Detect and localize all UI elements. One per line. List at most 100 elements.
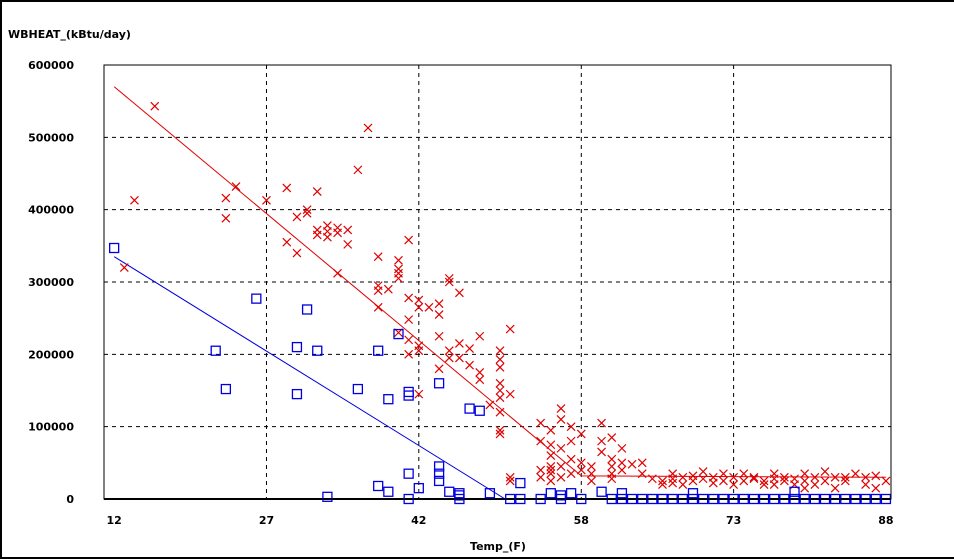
x-marker-point bbox=[495, 393, 505, 403]
x-marker-point bbox=[434, 364, 444, 374]
x-marker-point bbox=[485, 400, 495, 410]
square-marker-point bbox=[403, 468, 414, 479]
square-marker-point bbox=[789, 486, 800, 497]
x-marker-point bbox=[698, 467, 708, 476]
x-marker-point bbox=[739, 469, 749, 479]
x-marker-point bbox=[475, 367, 485, 377]
x-marker-point bbox=[505, 324, 515, 334]
x-marker-point bbox=[454, 288, 464, 298]
x-marker-point bbox=[343, 239, 353, 249]
x-marker-point bbox=[536, 418, 546, 428]
square-marker-point bbox=[545, 488, 556, 499]
x-marker-point bbox=[373, 252, 383, 262]
x-marker-point bbox=[373, 302, 383, 312]
x-marker-point bbox=[759, 476, 769, 486]
y-tick-label: 500000 bbox=[28, 131, 74, 144]
x-marker-point bbox=[820, 467, 830, 476]
x-marker-point bbox=[871, 471, 881, 481]
x-marker-point bbox=[394, 273, 403, 283]
x-marker-point bbox=[637, 458, 647, 468]
x-marker-point bbox=[830, 472, 840, 482]
square-marker-point bbox=[220, 383, 232, 395]
x-marker-point bbox=[536, 436, 546, 446]
y-tick-label: 400000 bbox=[28, 204, 74, 217]
x-marker-point bbox=[617, 465, 627, 475]
x-marker-point bbox=[556, 472, 566, 482]
square-marker-point bbox=[373, 345, 384, 356]
x-marker-point bbox=[729, 472, 739, 482]
square-marker-point bbox=[291, 341, 303, 353]
x-marker-point bbox=[312, 225, 322, 235]
x-marker-point bbox=[505, 389, 515, 399]
x-marker-point bbox=[881, 476, 891, 486]
x-marker-point bbox=[292, 212, 302, 222]
x-marker-point bbox=[587, 462, 596, 471]
square-marker-point bbox=[444, 486, 455, 497]
x-marker-point bbox=[465, 360, 474, 370]
x-marker-point bbox=[566, 422, 576, 432]
x-marker-point bbox=[282, 237, 292, 247]
x-marker-point bbox=[820, 476, 830, 486]
x-marker-point bbox=[830, 483, 840, 493]
x-marker-point bbox=[333, 268, 342, 278]
x-marker-point bbox=[556, 404, 566, 414]
x-marker-point bbox=[861, 472, 871, 482]
x-marker-point bbox=[840, 472, 850, 482]
x-marker-point bbox=[404, 349, 414, 359]
x-marker-point bbox=[536, 465, 546, 475]
square-marker-point bbox=[393, 328, 404, 340]
square-marker-point bbox=[474, 405, 485, 416]
x-marker-point bbox=[262, 195, 271, 205]
x-marker-point bbox=[779, 472, 789, 482]
x-tick-label: 88 bbox=[878, 514, 893, 527]
x-marker-point bbox=[607, 433, 617, 442]
y-tick-label: 100000 bbox=[28, 421, 74, 434]
y-axis-label: WBHEAT_(kBtu/day) bbox=[8, 28, 131, 41]
x-marker-point bbox=[698, 474, 708, 484]
x-marker-point bbox=[576, 465, 586, 475]
x-marker-point bbox=[414, 341, 424, 351]
square-marker-point bbox=[413, 482, 424, 494]
x-marker-point bbox=[658, 480, 667, 489]
square-marker-point bbox=[687, 488, 699, 499]
square-marker-point bbox=[109, 242, 120, 254]
x-marker-point bbox=[658, 476, 667, 486]
x-marker-point bbox=[617, 458, 627, 468]
x-marker-point bbox=[505, 476, 515, 486]
square-marker-point bbox=[454, 488, 465, 499]
x-marker-point bbox=[597, 418, 607, 428]
x-marker-point bbox=[221, 213, 231, 223]
x-marker-point bbox=[495, 378, 505, 388]
square-marker-point bbox=[291, 388, 303, 400]
square-marker-point bbox=[403, 390, 414, 401]
x-marker-point bbox=[566, 469, 576, 479]
data-points bbox=[109, 101, 892, 505]
x-marker-point bbox=[465, 344, 474, 353]
x-marker-point bbox=[454, 353, 464, 363]
tick-labels: 0 100000 200000 300000 400000 500000 600000 12 2… bbox=[28, 59, 894, 527]
x-marker-point bbox=[556, 462, 566, 471]
x-marker-point bbox=[383, 284, 393, 294]
y-tick-label: 200000 bbox=[28, 348, 74, 361]
square-marker-point bbox=[565, 488, 577, 499]
x-tick-label: 58 bbox=[574, 514, 589, 527]
x-marker-point bbox=[333, 223, 342, 233]
x-marker-point bbox=[668, 474, 678, 484]
x-tick-label: 12 bbox=[106, 514, 121, 527]
x-marker-point bbox=[556, 415, 566, 424]
x-marker-point bbox=[414, 295, 424, 305]
x-marker-point bbox=[861, 480, 871, 489]
x-tick-label: 73 bbox=[726, 514, 741, 527]
x-marker-point bbox=[678, 480, 688, 489]
fit-line bbox=[113, 256, 886, 500]
x-marker-point bbox=[800, 469, 810, 479]
x-marker-point bbox=[688, 476, 698, 486]
x-marker-point bbox=[495, 362, 505, 372]
square-marker-point bbox=[433, 468, 445, 479]
x-marker-point bbox=[434, 299, 444, 309]
x-marker-point bbox=[495, 407, 505, 417]
x-axis-label: Temp_(F) bbox=[470, 540, 526, 553]
x-marker-point bbox=[414, 389, 424, 399]
